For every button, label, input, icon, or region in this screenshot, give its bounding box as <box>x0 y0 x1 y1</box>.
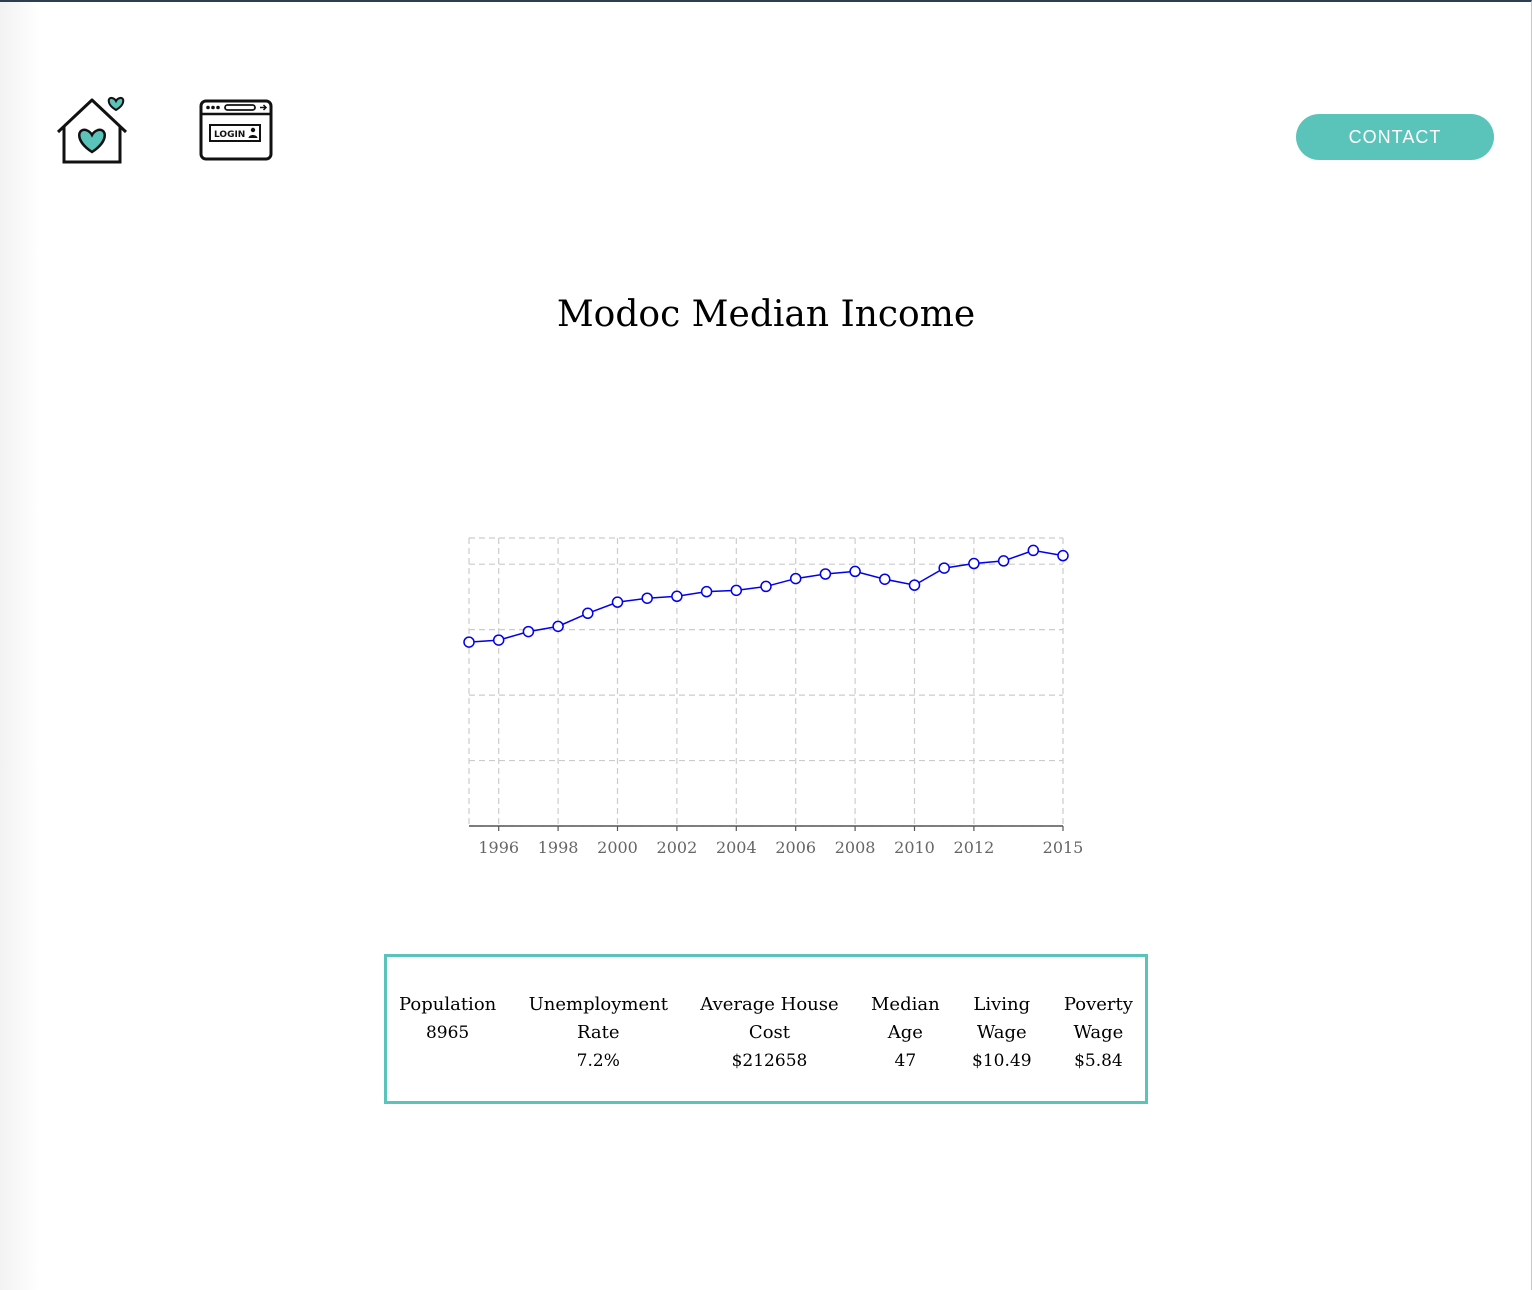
stat-label: Population <box>399 994 497 1015</box>
stat-label: Poverty Wage <box>1063 994 1133 1043</box>
data-point <box>700 585 713 598</box>
data-point <box>849 565 861 578</box>
data-point <box>641 592 653 604</box>
x-tick-label: 2006 <box>775 838 816 857</box>
stat-value: 7.2% <box>576 1051 620 1071</box>
data-point <box>1027 544 1040 557</box>
x-tick-label: 2008 <box>835 838 876 857</box>
data-point <box>938 562 950 574</box>
login-icon-text: LOGIN <box>214 130 245 140</box>
data-point <box>671 590 683 603</box>
left-edge-shade <box>0 2 40 1290</box>
x-tick-label: 2012 <box>954 838 995 857</box>
x-tick-label: 2002 <box>657 838 698 857</box>
data-point <box>522 625 535 638</box>
data-point <box>582 607 594 620</box>
data-point <box>552 620 564 633</box>
x-tick-label: 1998 <box>538 838 579 857</box>
stat-item: Living Wage $10.49 <box>972 991 1031 1101</box>
stat-value: $10.49 <box>972 1051 1032 1071</box>
stat-label: Median Age <box>871 994 940 1043</box>
data-point <box>492 634 505 646</box>
stat-value: $212658 <box>731 1051 808 1071</box>
data-point <box>968 557 980 570</box>
login-link[interactable]: LOGIN <box>198 98 274 162</box>
home-heart-icon <box>56 96 128 164</box>
x-tick-label: 2000 <box>597 838 638 857</box>
data-point <box>789 572 802 585</box>
login-window-icon: LOGIN <box>199 99 273 161</box>
stat-item: Population 8965 <box>399 991 496 1101</box>
stat-item: Poverty Wage $5.84 <box>1064 991 1133 1101</box>
stats-summary-box: Population 8965 Unemployment Rate 7.2% Avera… <box>384 954 1148 1104</box>
page-title: Modoc Median Income <box>556 294 976 335</box>
data-point <box>611 596 624 608</box>
data-point <box>908 579 921 591</box>
stat-value: 8965 <box>425 1023 470 1043</box>
data-point <box>1057 549 1069 562</box>
x-tick-label: 2010 <box>894 838 935 857</box>
stat-item: Average House Cost $212658 <box>700 991 838 1101</box>
data-point <box>819 568 832 580</box>
data-point <box>760 580 772 593</box>
median-income-chart: 1996 1998 2000 2002 2004 2006 2008 2010 2012 2015 <box>463 537 1084 857</box>
x-tick-label: 2004 <box>716 838 757 857</box>
x-tick-label: 1996 <box>478 838 519 857</box>
data-point <box>879 573 891 585</box>
stat-value: $5.84 <box>1074 1051 1123 1071</box>
contact-button[interactable]: CONTACT <box>1296 114 1494 160</box>
stat-item: Median Age 47 <box>871 991 940 1101</box>
data-point <box>997 555 1010 567</box>
x-tick-label: 2015 <box>1043 838 1084 857</box>
stat-item: Unemployment Rate 7.2% <box>529 991 668 1101</box>
data-point <box>463 636 475 648</box>
stat-label: Unemployment Rate <box>528 994 668 1043</box>
stat-label: Average House Cost <box>700 994 839 1043</box>
home-link[interactable] <box>54 94 130 166</box>
stat-label: Living Wage <box>973 994 1031 1043</box>
stat-value: 47 <box>894 1051 917 1071</box>
data-point <box>730 584 743 597</box>
